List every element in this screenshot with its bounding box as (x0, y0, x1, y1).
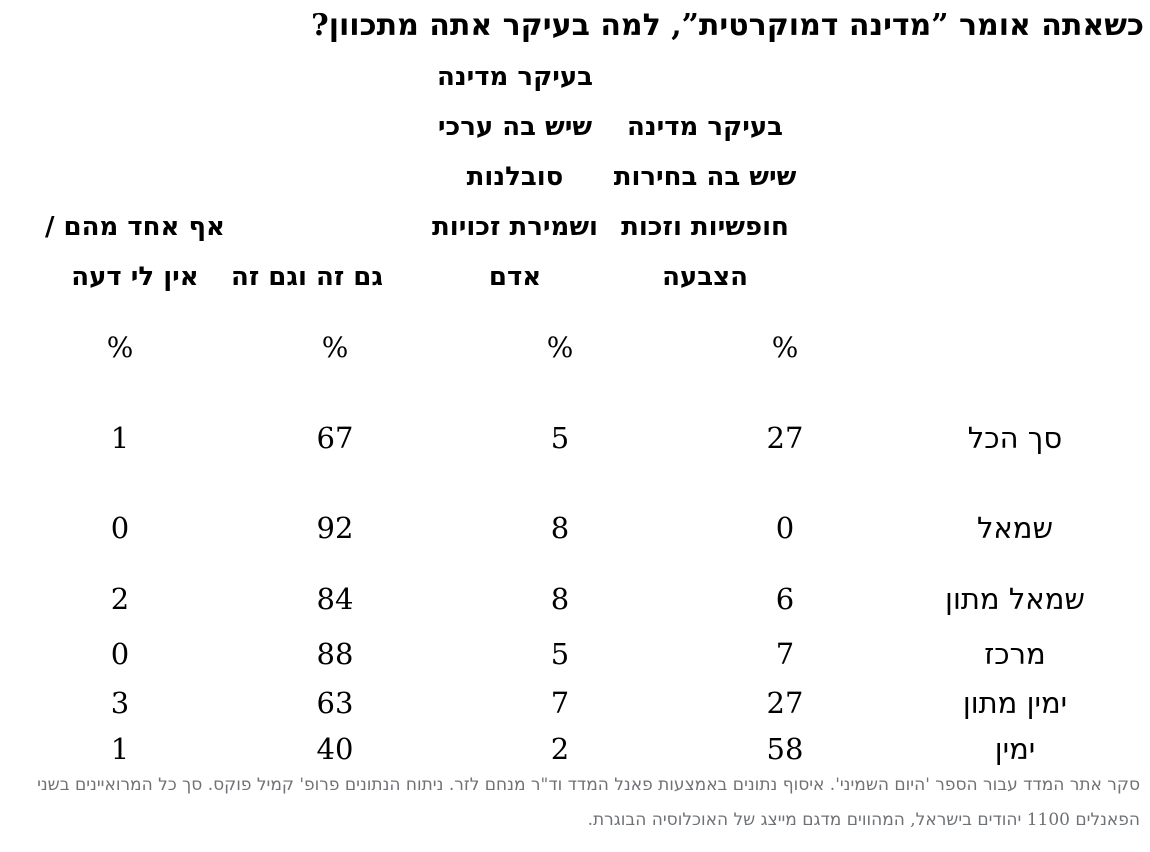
footnote: סקר אתר המדד עבור הספר 'היום השמיני'. אי… (37, 775, 1140, 830)
value-cell: 8 (550, 582, 570, 616)
header-line: אף אחד מהם / (45, 212, 225, 242)
value-cell: 3 (110, 686, 130, 720)
value-cell: 67 (316, 420, 354, 455)
column-header-tolerance: בעיקר מדינה שיש בה ערכי סובלנות ושמירת ז… (432, 52, 598, 302)
value-cell: 40 (316, 732, 354, 766)
row-label: סך הכל (967, 420, 1063, 455)
value-cell: 63 (316, 686, 354, 720)
table-row-moderate-left: שמאל מתון 6 8 84 2 (0, 570, 1150, 628)
unit-cell-tolerance: % (546, 331, 574, 364)
header-line: גם זה וגם זה (230, 262, 384, 292)
value-cell: 7 (550, 686, 570, 720)
unit-row: % % % % (0, 305, 1150, 390)
value-cell: 27 (766, 420, 804, 455)
value-cell: 92 (316, 510, 354, 545)
header-line: בעיקר מדינה (436, 62, 594, 92)
header-line: שיש בה בחירות (613, 162, 797, 192)
row-label: מרכז (984, 637, 1046, 671)
value-cell: 7 (775, 637, 795, 671)
row-label: ימין מתון (962, 686, 1068, 720)
value-cell: 88 (316, 637, 354, 671)
column-header-none: אף אחד מהם / אין לי דעה (45, 202, 225, 302)
value-cell: 84 (316, 582, 354, 616)
value-cell: 1 (110, 732, 130, 766)
header-line: שיש בה ערכי (437, 112, 593, 142)
header-line: חופשיות וזכות (621, 212, 789, 242)
value-cell: 0 (775, 510, 795, 545)
value-cell: 5 (550, 420, 570, 455)
column-header-both: גם זה וגם זה (231, 252, 383, 302)
row-label: שמאל מתון (945, 582, 1085, 616)
column-header-elections: בעיקר מדינה שיש בה בחירות חופשיות וזכות … (614, 102, 797, 302)
row-label: ימין (994, 732, 1036, 766)
table-row-center: מרכז 7 5 88 0 (0, 628, 1150, 680)
header-line: אדם (488, 262, 542, 292)
column-headers: בעיקר מדינה שיש בה בחירות חופשיות וזכות … (0, 60, 1150, 305)
value-cell: 0 (110, 637, 130, 671)
value-cell: 27 (766, 686, 804, 720)
header-line: סובלנות (466, 162, 564, 192)
value-cell: 2 (550, 732, 570, 766)
table-row-right: ימין 58 2 40 1 (0, 726, 1150, 772)
value-cell: 1 (110, 420, 130, 455)
unit-cell-none: % (106, 331, 134, 364)
table-row-moderate-right: ימין מתון 27 7 63 3 (0, 680, 1150, 726)
value-cell: 5 (550, 637, 570, 671)
header-line: ושמירת זכויות (432, 212, 598, 242)
table-row-left: שמאל 0 8 92 0 (0, 485, 1150, 570)
row-label: שמאל (976, 510, 1054, 545)
header-line: בעיקר מדינה (626, 112, 784, 142)
value-cell: 2 (110, 582, 130, 616)
row-label-spacer (880, 305, 1150, 390)
page-title: כשאתה אומר ”מדינה דמוקרטית”, למה בעיקר א… (311, 8, 1144, 43)
value-cell: 0 (110, 510, 130, 545)
value-cell: 58 (766, 732, 804, 766)
header-line: אין לי דעה (71, 262, 199, 292)
results-table: % % % % סך הכל 27 5 67 1 שמאל 0 8 92 0 ש… (0, 305, 1150, 772)
table-row-total: סך הכל 27 5 67 1 (0, 390, 1150, 485)
value-cell: 6 (775, 582, 795, 616)
value-cell: 8 (550, 510, 570, 545)
header-line: הצבעה (662, 262, 748, 292)
unit-cell-both: % (321, 331, 349, 364)
unit-cell-elections: % (771, 331, 799, 364)
